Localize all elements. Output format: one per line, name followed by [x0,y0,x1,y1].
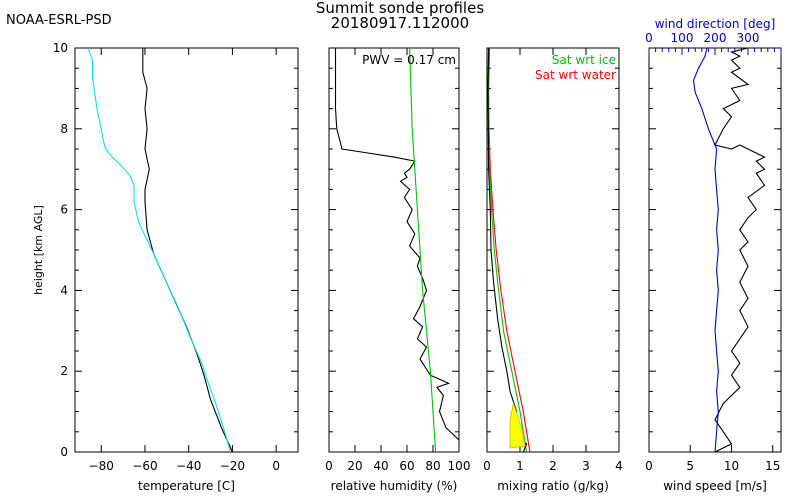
legend-entry: Sat wrt water [535,68,616,82]
x-tick-label: 10 [724,459,739,473]
wind-series-1 [692,47,719,453]
mixing-ratio-shade-3 [509,401,526,449]
top-tick-label: 100 [671,31,694,45]
x-tick-label: 15 [765,459,780,473]
x-tick-label: 20 [347,459,362,473]
figure-title: Summit sonde profiles [315,0,485,17]
top-tick-label: 0 [645,31,653,45]
y-tick-label: 4 [60,283,68,297]
x-tick-label: 1 [516,459,524,473]
x-tick-label: 5 [686,459,694,473]
y-tick-label: 6 [60,203,68,217]
y-tick-label: 8 [60,122,68,136]
x-tick-label: −60 [132,459,157,473]
x-tick-label: 80 [425,459,440,473]
x-tick-label: 2 [549,459,557,473]
x-tick-label: 60 [399,459,414,473]
pwv-annotation: PWV = 0.17 cm [362,53,456,67]
y-tick-label: 0 [60,445,68,459]
temperature-series-0 [142,48,233,453]
x-axis-label: wind speed [m/s] [663,479,767,493]
x-tick-label: 0 [272,459,280,473]
y-tick-label: 10 [53,41,68,55]
x-axis-label: temperature [C] [138,479,235,493]
wind-frame [648,47,782,453]
relative-humidity-series-1 [409,47,437,453]
x-tick-label: 4 [615,459,623,473]
temperature-frame [74,47,299,453]
x-tick-label: −20 [220,459,245,473]
org-label: NOAA-ESRL-PSD [6,13,112,28]
x-axis-label: relative humidity (%) [331,479,458,493]
x-tick-label: 0 [645,459,653,473]
x-axis-label: mixing ratio (g/kg) [497,479,609,493]
y-tick-label: 2 [60,364,68,378]
wind-series-0 [714,47,766,453]
mixing-ratio-frame [486,47,620,453]
figure-subtitle: 20180917.112000 [330,14,470,32]
relative-humidity-series-0 [334,48,460,441]
x-tick-label: 0 [325,459,333,473]
legend-entry: Sat wrt ice [552,53,616,67]
top-axis-label: wind direction [deg] [655,17,776,31]
x-tick-label: 100 [448,459,471,473]
x-tick-label: 3 [582,459,590,473]
mixing-ratio-series-1 [487,47,528,453]
x-tick-label: 0 [483,459,491,473]
x-tick-label: −80 [89,459,114,473]
x-tick-label: −40 [176,459,201,473]
y-axis-label: height [km AGL] [32,205,45,295]
x-tick-label: 40 [373,459,388,473]
temperature-series-1 [87,47,231,453]
top-tick-label: 300 [737,31,760,45]
top-tick-label: 200 [704,31,727,45]
